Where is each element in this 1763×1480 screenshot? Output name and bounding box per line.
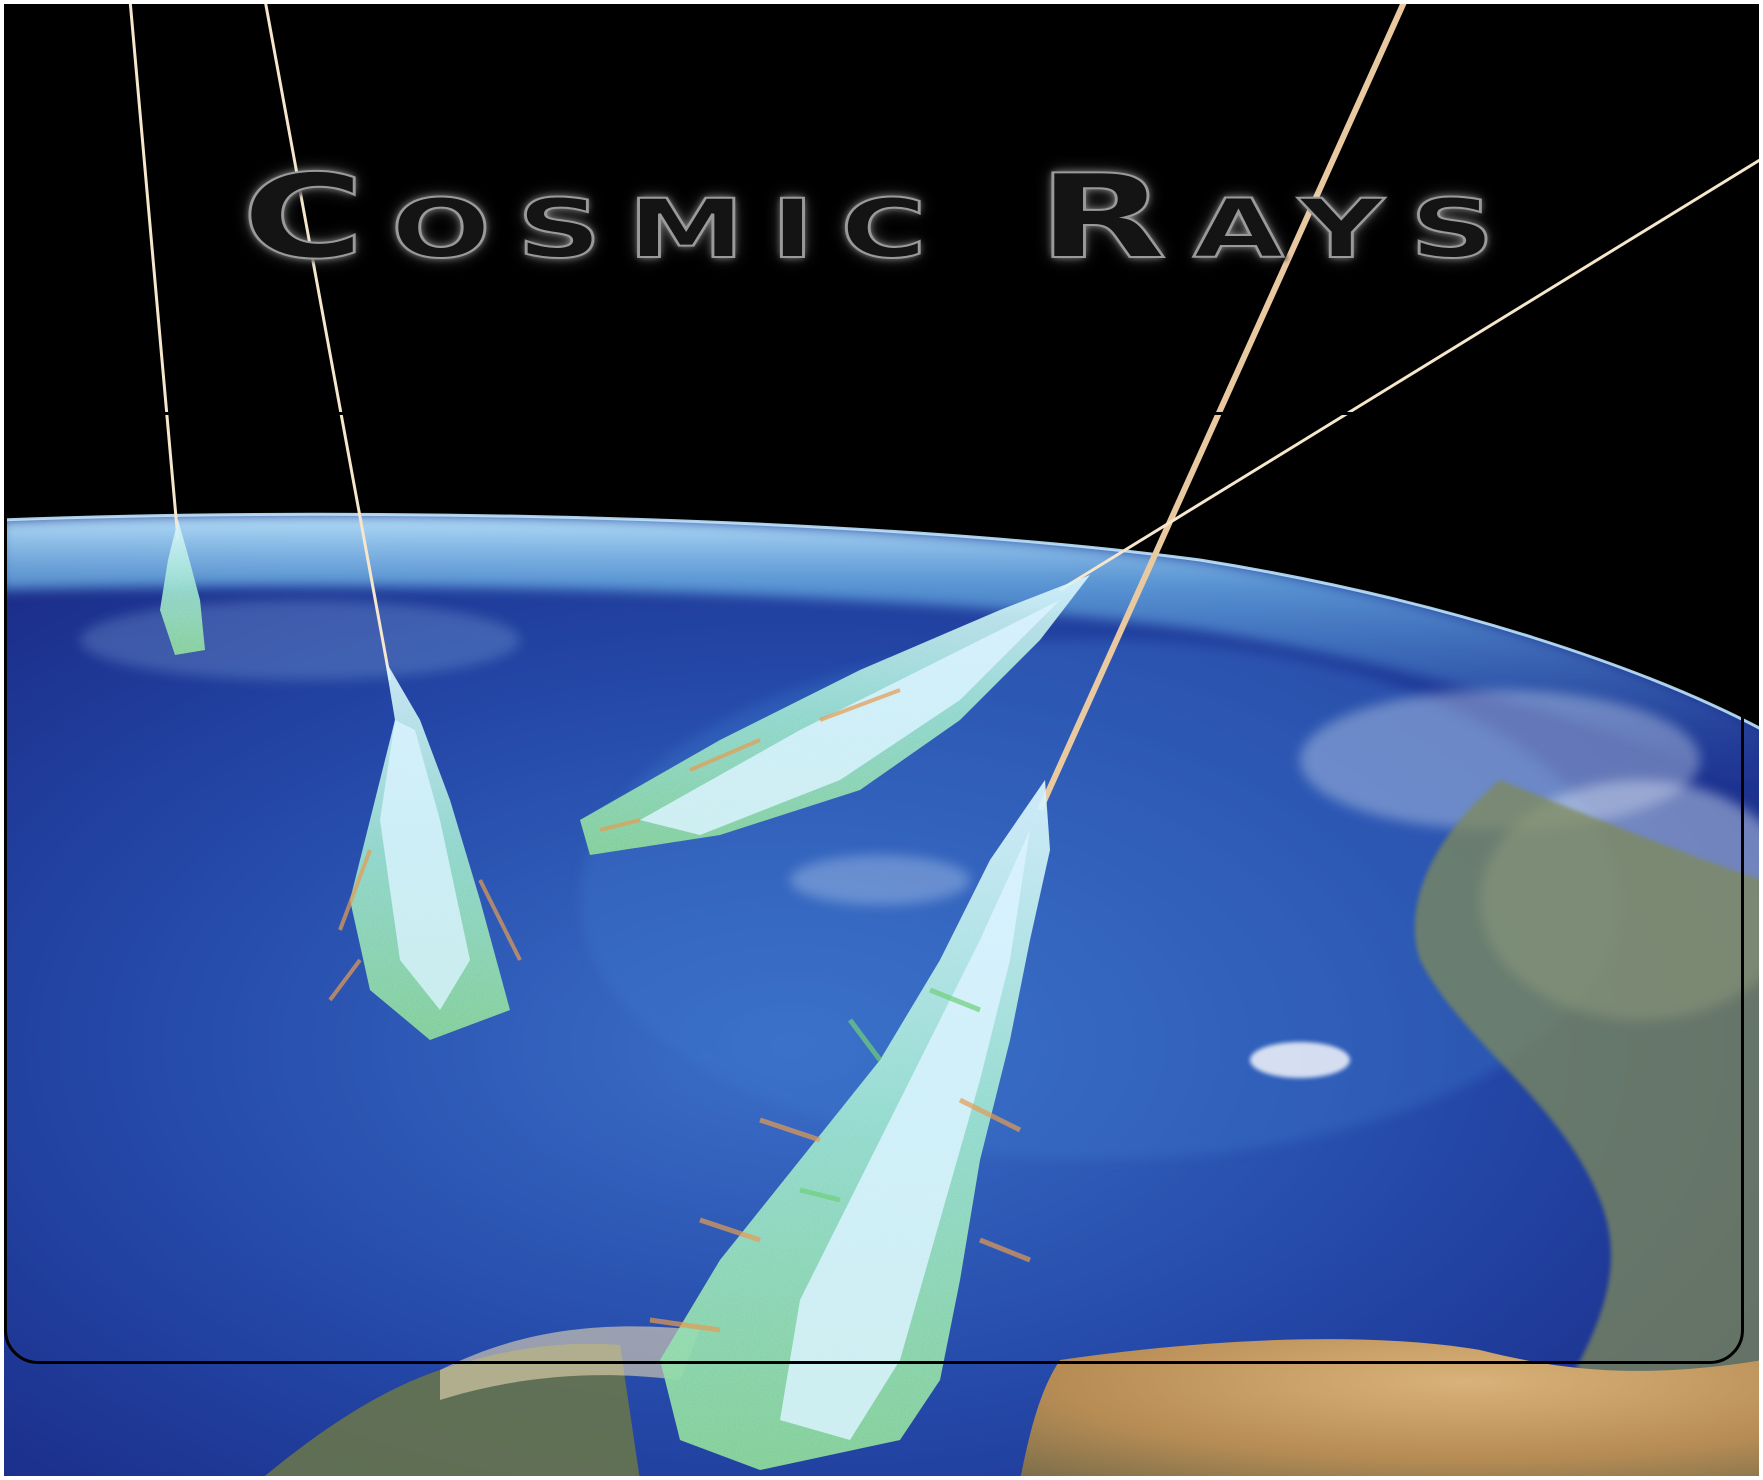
primary-ray-4 [1059,156,1763,592]
primary-rays [128,0,1763,812]
earth-globe [0,512,1763,1480]
primary-ray-2 [263,0,392,681]
air-shower-4 [649,780,1050,1470]
primary-ray-3 [1037,0,1408,812]
primary-ray-1 [128,0,180,541]
air-shower-1 [160,520,205,655]
air-shower-3 [580,575,1090,855]
air-showers [160,520,1090,1470]
air-shower-2 [328,660,522,1040]
